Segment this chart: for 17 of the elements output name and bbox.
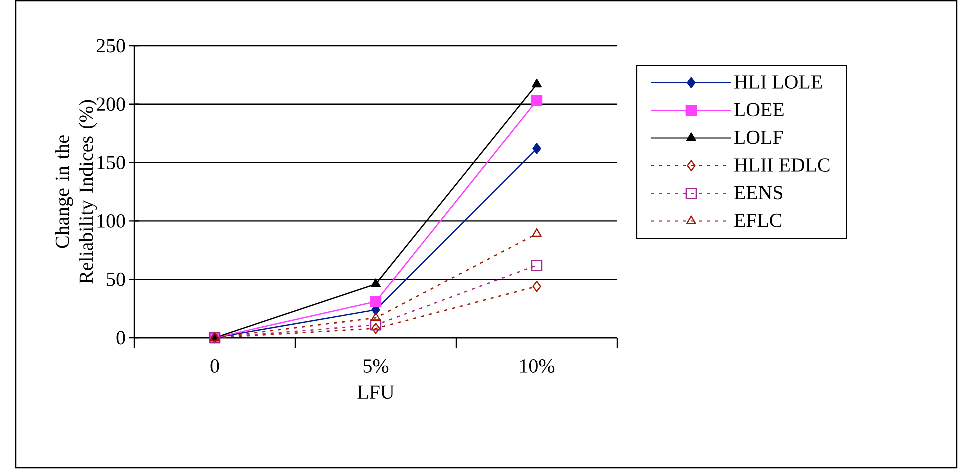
legend-label: EENS (734, 186, 783, 200)
y-tick-label: 150 (98, 156, 126, 170)
legend-label: LOEE (734, 103, 784, 117)
y-axis-title: Change in the Reliability Indices (%) (55, 100, 98, 284)
y-tick-label: 100 (98, 214, 126, 228)
y-tick-label: 0 (116, 331, 126, 345)
x-tick-label: 5% (364, 360, 389, 374)
x-tick-label: 10% (520, 360, 555, 374)
legend-label: LOLF (734, 130, 784, 144)
legend-label: HLII EDLC (734, 158, 830, 172)
x-tick-label: 0 (210, 360, 220, 373)
y-tick-label: 200 (96, 98, 126, 112)
legend-label: HLI LOLE (734, 76, 822, 89)
y-tick-label: 50 (107, 272, 126, 286)
legend-label: EFLC (734, 214, 782, 228)
x-axis-title: LFU (358, 386, 394, 400)
y-tick-label: 250 (96, 39, 126, 53)
